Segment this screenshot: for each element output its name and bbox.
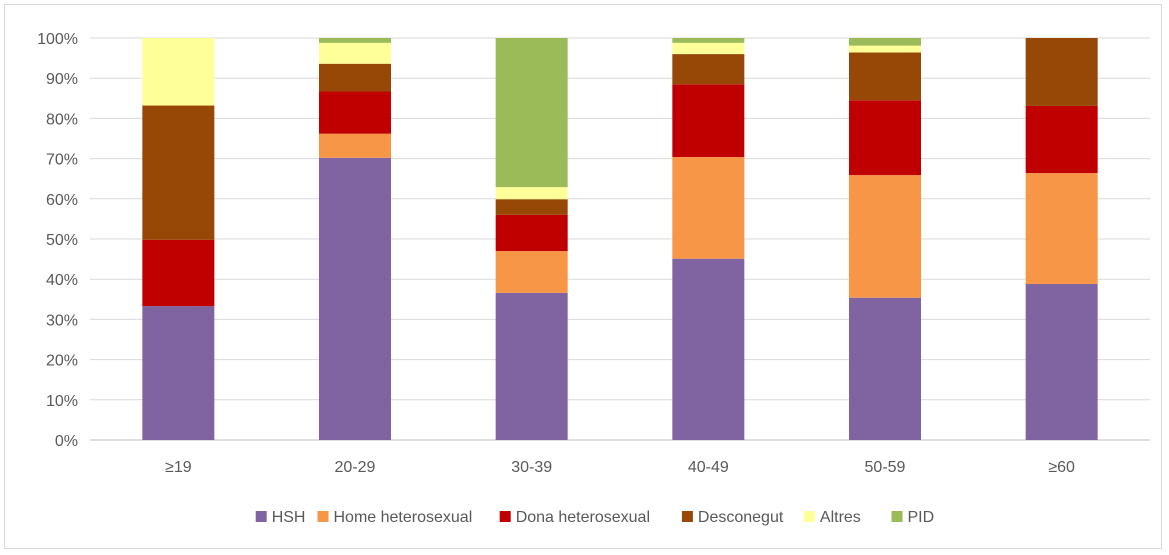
bar-segment	[319, 91, 391, 134]
x-tick-label: 30-39	[511, 459, 552, 476]
bar-segment	[495, 187, 568, 200]
x-tick-label: ≥60	[1048, 459, 1075, 476]
bar-segment	[319, 133, 391, 158]
legend-label: Dona heterosexual	[516, 509, 650, 526]
bar-segment	[672, 258, 745, 440]
bar-segment	[495, 214, 568, 252]
legend-swatch	[317, 511, 329, 522]
legend-swatch	[681, 511, 693, 522]
bar-segment	[495, 38, 568, 188]
legend-label: Altres	[820, 509, 861, 526]
y-tick-label: 20%	[46, 353, 78, 370]
x-tick-label: 20-29	[335, 459, 376, 476]
legend-label: PID	[908, 509, 935, 526]
bar-segment	[849, 38, 921, 46]
legend-label: Home heterosexual	[334, 509, 473, 526]
legend-label: HSH	[272, 509, 306, 526]
legend-swatch	[803, 511, 815, 522]
y-tick-label: 30%	[46, 312, 78, 329]
y-tick-label: 50%	[46, 232, 78, 249]
bar-segment	[1025, 105, 1098, 174]
legend: HSH Home heterosexual Dona heterosexual Des…	[255, 509, 935, 526]
y-tick-label: 70%	[46, 152, 78, 169]
bar-segment	[142, 105, 215, 240]
y-tick-label: 60%	[46, 192, 78, 209]
x-tick-label: 50-59	[865, 459, 906, 476]
bar-segment	[1025, 173, 1098, 285]
bar-segment	[672, 84, 745, 157]
y-tick-label: 100%	[37, 31, 78, 48]
bar-segment	[495, 251, 568, 293]
bar-segment	[495, 292, 568, 440]
bar-segment	[319, 42, 391, 64]
bars	[142, 38, 1098, 440]
bar-segment	[495, 199, 568, 215]
y-tick-label: 80%	[46, 111, 78, 128]
legend-swatch	[499, 511, 511, 522]
legend-swatch	[891, 511, 903, 522]
bar-segment	[142, 239, 215, 307]
y-tick-label: 40%	[46, 272, 78, 289]
gridlines	[90, 37, 1150, 441]
bar-segment	[142, 38, 215, 106]
x-axis-ticks: ≥19 20-29 30-39 40-49 50-59 ≥60	[165, 459, 1075, 476]
bar-segment	[672, 54, 745, 85]
y-tick-label: 10%	[46, 393, 78, 410]
bar-segment	[1025, 38, 1098, 106]
bar-segment	[849, 100, 921, 176]
x-tick-label: ≥19	[165, 459, 192, 476]
y-tick-label: 0%	[55, 433, 78, 450]
bar-segment	[142, 306, 215, 440]
bar-segment	[319, 157, 391, 440]
x-tick-label: 40-49	[688, 459, 729, 476]
bar-segment	[672, 38, 745, 43]
y-tick-label: 90%	[46, 71, 78, 88]
bar-segment	[672, 42, 745, 55]
bar-segment	[849, 45, 921, 53]
bar-segment	[672, 156, 745, 259]
legend-label: Desconegut	[698, 509, 784, 526]
bar-segment	[849, 175, 921, 298]
y-axis-ticks: 0% 10% 20% 30% 40% 50% 60% 70% 80% 90% 100%	[37, 31, 78, 450]
legend-swatch	[255, 511, 267, 522]
bar-segment	[319, 63, 391, 92]
bar-segment	[849, 297, 921, 440]
bar-segment	[1025, 284, 1098, 440]
bar-segment	[319, 38, 391, 43]
bar-segment	[849, 52, 921, 101]
